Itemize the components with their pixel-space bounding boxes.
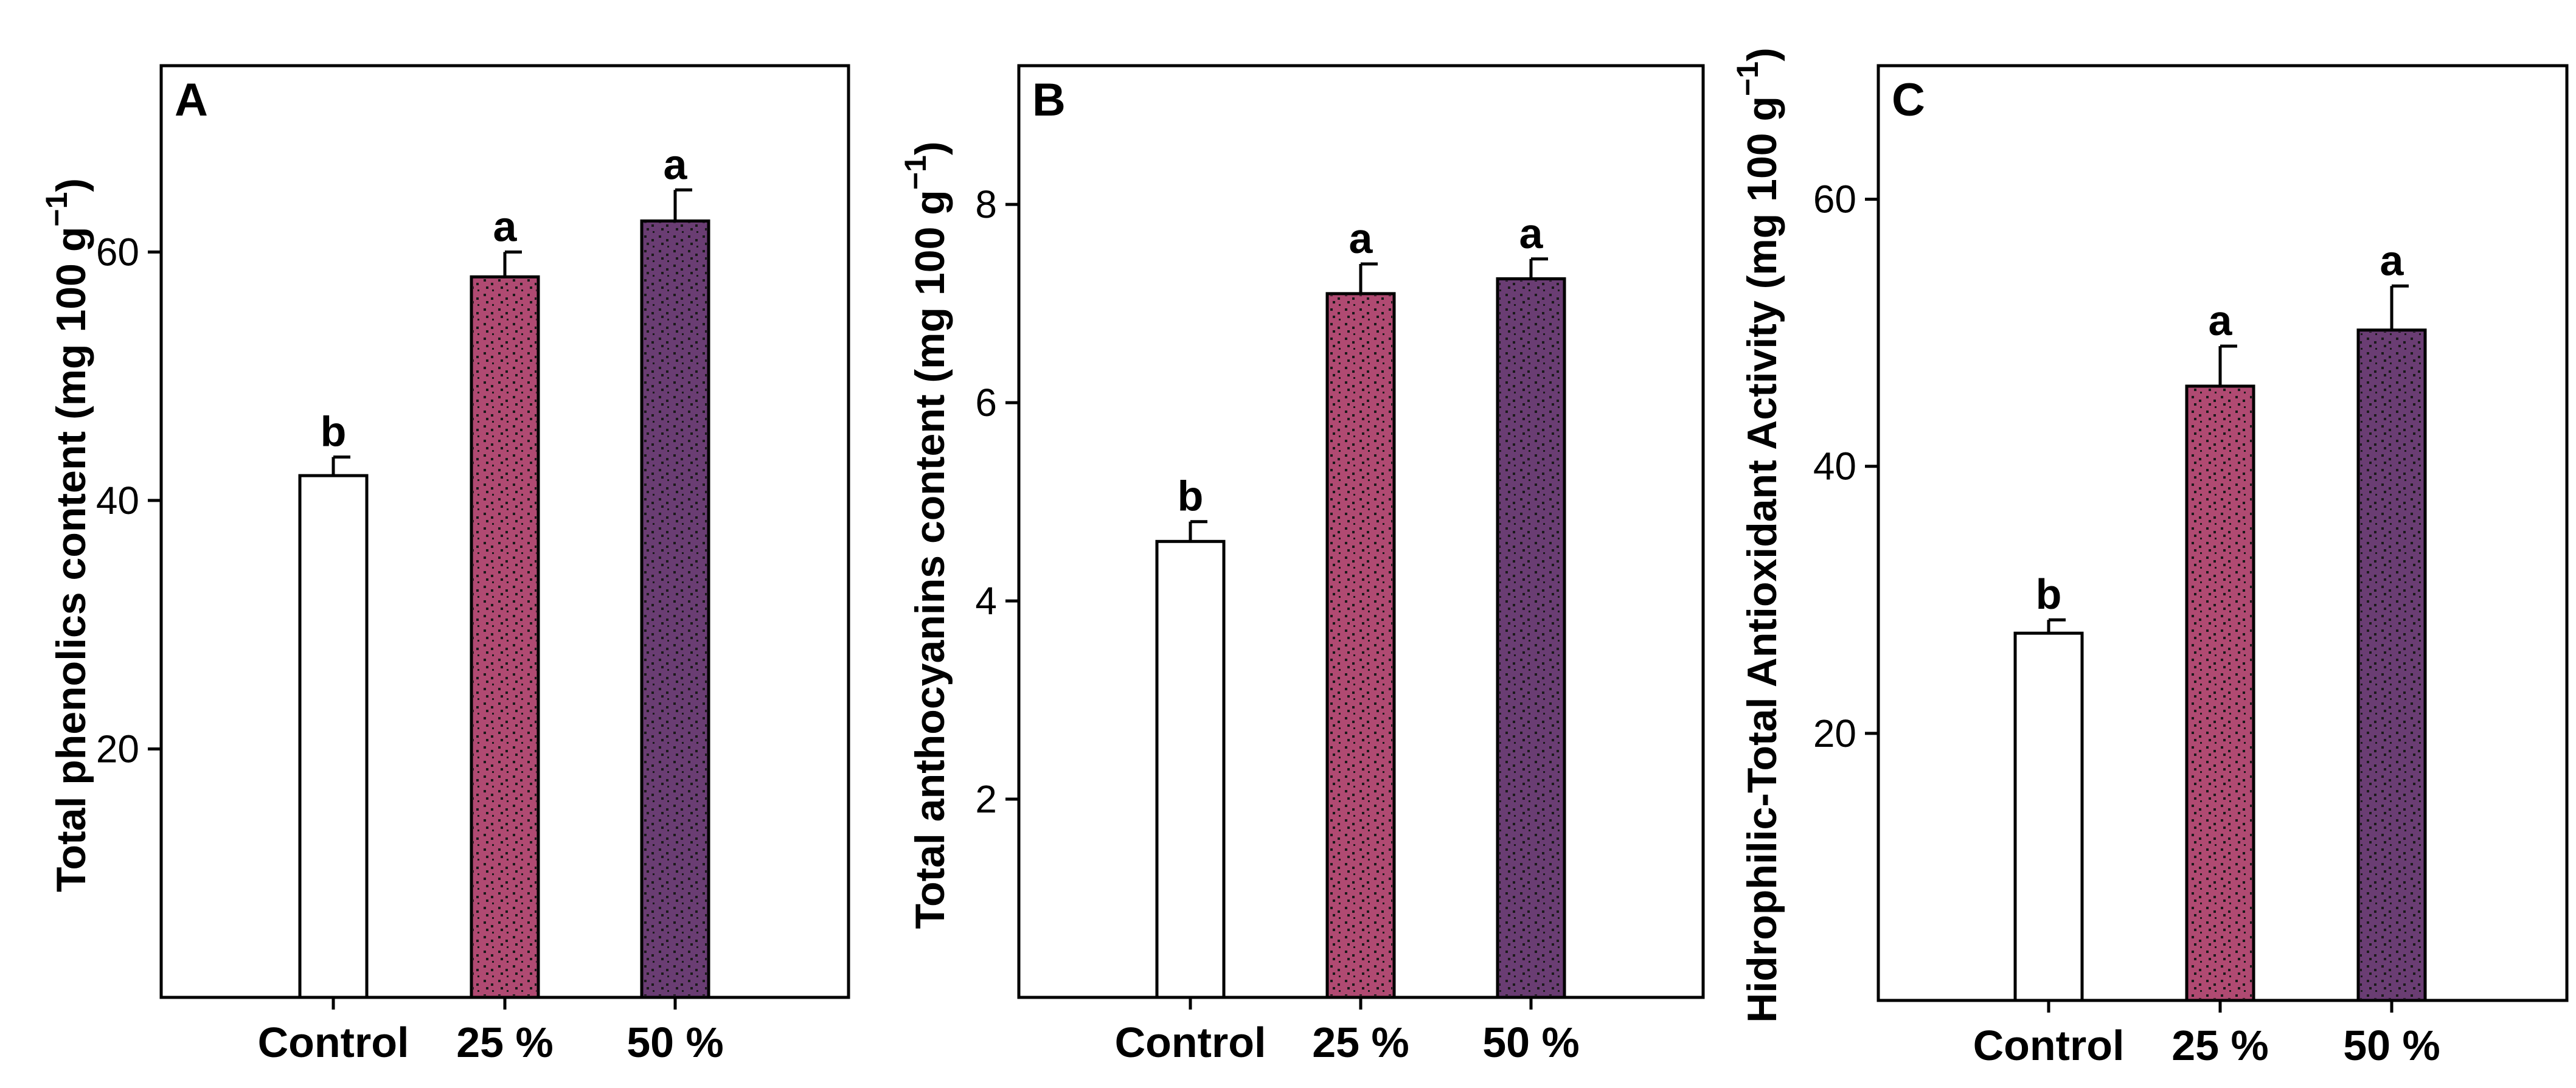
y-tick-label: 40: [1813, 445, 1856, 488]
y-tick-label: 60: [96, 230, 139, 274]
y-tick-label: 2: [975, 777, 997, 821]
x-tick-label: 50 %: [1482, 1019, 1580, 1066]
x-tick-label: Control: [1973, 1022, 2125, 1069]
chart-panel-c: C 20 40 60 Hidrophilic-Total Antioxidant Act…: [1731, 47, 2569, 1069]
significance-label: b: [2036, 570, 2062, 618]
bar-texture: [1499, 280, 1563, 996]
x-tick-label: 25 %: [456, 1019, 554, 1066]
panel-label: B: [1032, 74, 1066, 126]
y-tick-label: 8: [975, 182, 997, 226]
y-axis-title: Hidrophilic-Total Antioxidant Activity (…: [1731, 47, 1785, 1022]
y-axis-title-text: Total phenolics content (mg 100 g: [48, 227, 94, 892]
y-tick-label: 40: [96, 479, 139, 522]
significance-label: b: [321, 407, 347, 455]
significance-label: a: [2209, 297, 2233, 344]
x-tick-label: Control: [1115, 1019, 1266, 1066]
x-tick-label: 50 %: [2343, 1022, 2440, 1069]
x-tick-label: 50 %: [627, 1019, 724, 1066]
y-axis-title-close: ): [1739, 47, 1785, 61]
bar-texture: [644, 223, 707, 996]
chart-panel-b: B 2 4 6 8 Total anthocyanins content (mg 100 …: [898, 64, 1705, 1066]
x-tick-label: 25 %: [2172, 1022, 2269, 1069]
panel-label: A: [175, 74, 208, 126]
y-axis-title-close: ): [907, 141, 953, 155]
significance-label: a: [1349, 215, 1373, 262]
y-axis-title-superscript: −1: [40, 192, 74, 227]
y-tick-label: 20: [96, 727, 139, 771]
panel-label: C: [1892, 74, 1925, 126]
y-axis-title: Total anthocyanins content (mg 100 g−1): [898, 141, 953, 929]
significance-label: a: [1519, 210, 1544, 257]
y-axis-title: Total phenolics content (mg 100 g−1): [40, 178, 94, 892]
bar-control: [2013, 631, 2084, 1002]
y-axis-title-text: Total anthocyanins content (mg 100 g: [907, 190, 953, 929]
y-axis-title-text: Hidrophilic-Total Antioxidant Activity (…: [1739, 96, 1785, 1023]
bar-texture: [2189, 387, 2252, 999]
bar-texture: [1329, 295, 1392, 996]
significance-label: a: [493, 203, 518, 250]
y-tick-label: 60: [1813, 178, 1856, 221]
bar-texture: [473, 279, 536, 996]
y-axis-title-superscript: −1: [1731, 61, 1765, 96]
x-tick-label: 25 %: [1312, 1019, 1409, 1066]
bar-control: [298, 474, 369, 999]
bar-control: [1155, 539, 1226, 999]
significance-label: a: [2380, 237, 2404, 284]
y-tick-label: 20: [1813, 712, 1856, 755]
significance-label: a: [664, 140, 688, 188]
y-axis-title-close: ): [48, 178, 94, 192]
significance-label: b: [1178, 473, 1204, 520]
y-axis-title-superscript: −1: [898, 155, 932, 190]
y-tick-label: 4: [975, 579, 997, 623]
y-tick-label: 6: [975, 381, 997, 424]
x-tick-label: Control: [258, 1019, 409, 1066]
bar-texture: [2360, 331, 2423, 999]
